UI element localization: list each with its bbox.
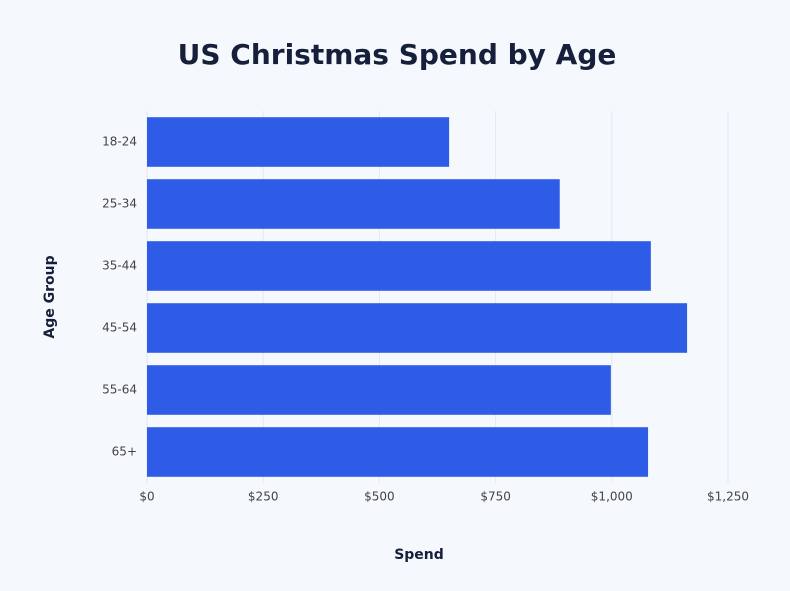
x-tick-label: $500 xyxy=(364,490,395,504)
y-axis-title: Age Group xyxy=(42,255,58,338)
x-axis-title: Spend xyxy=(394,547,444,563)
x-tick-label: $1,250 xyxy=(707,490,749,504)
x-tick-label: $0 xyxy=(139,490,154,504)
bar xyxy=(147,303,688,353)
chart-title: US Christmas Spend by Age xyxy=(178,38,617,71)
bar xyxy=(147,117,450,167)
y-tick-label: 18-24 xyxy=(102,135,137,149)
x-tick-label: $250 xyxy=(248,490,279,504)
y-tick-label: 35-44 xyxy=(102,259,137,273)
y-tick-label: 45-54 xyxy=(102,321,137,335)
y-tick-label: 55-64 xyxy=(102,383,137,397)
bar xyxy=(147,427,649,477)
bar xyxy=(147,241,651,291)
y-tick-label: 25-34 xyxy=(102,197,137,211)
x-tick-label: $1,000 xyxy=(591,490,633,504)
bar xyxy=(147,179,560,229)
y-tick-label: 65+ xyxy=(112,445,137,459)
x-tick-label: $750 xyxy=(480,490,511,504)
bar xyxy=(147,365,611,415)
